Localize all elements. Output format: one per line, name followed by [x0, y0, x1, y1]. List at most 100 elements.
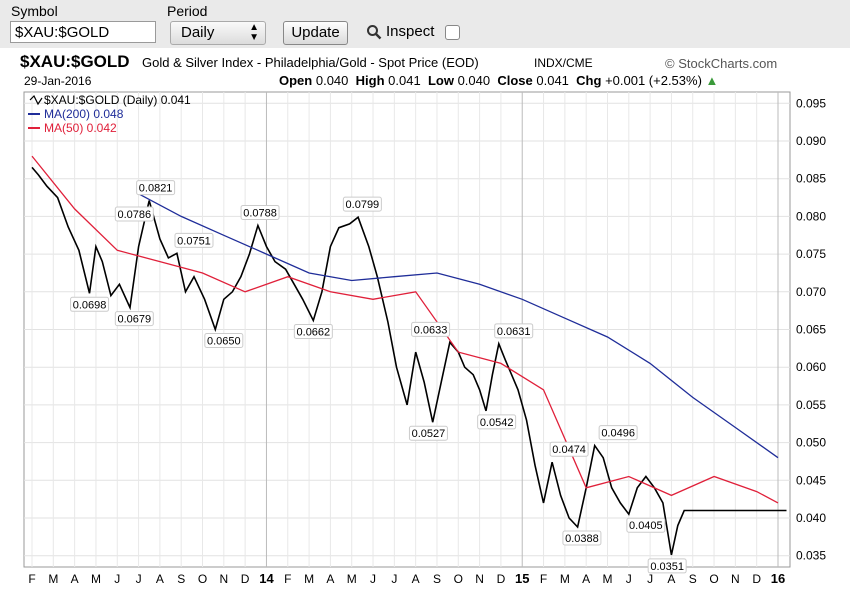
x-tick-label: 14	[259, 571, 274, 586]
toolbar: Symbol $XAU:$GOLD Period Daily ▲ ▼ Update…	[0, 0, 850, 48]
updown-arrows-icon: ▲ ▼	[249, 22, 259, 43]
x-tick-label: N	[219, 572, 228, 586]
x-tick-label: M	[347, 572, 357, 586]
annotation-label: 0.0351	[650, 561, 684, 573]
y-tick-label: 0.045	[796, 473, 826, 487]
annotation-label: 0.0698	[73, 299, 107, 311]
annotation-label: 0.0821	[139, 183, 173, 195]
ma50-line	[31, 155, 779, 504]
legend-entry: MA(50) 0.042	[44, 121, 117, 135]
chart-description: Gold & Silver Index - Philadelphia/Gold …	[142, 55, 479, 70]
y-tick-label: 0.070	[796, 285, 826, 299]
x-tick-label: M	[602, 572, 612, 586]
annotation-box	[70, 296, 110, 312]
y-tick-label: 0.050	[796, 436, 826, 450]
magnifier-icon	[366, 24, 382, 44]
x-tick-label: J	[647, 572, 653, 586]
x-tick-label: F	[28, 572, 35, 586]
annotation-label: 0.0662	[297, 326, 331, 338]
y-tick-label: 0.075	[796, 247, 826, 261]
x-tick-label: S	[689, 572, 697, 586]
x-tick-label: A	[582, 572, 590, 586]
x-tick-label: O	[198, 572, 207, 586]
x-tick-label: F	[284, 572, 291, 586]
x-tick-label: M	[560, 572, 570, 586]
chart-title: $XAU:$GOLD	[20, 52, 130, 71]
annotation-box	[549, 441, 589, 457]
chart-exchange: INDX/CME	[534, 56, 593, 70]
annotation-label: 0.0679	[117, 314, 151, 326]
ma200-line	[138, 193, 779, 459]
y-tick-label: 0.060	[796, 360, 826, 374]
high-label: High	[355, 73, 385, 88]
x-tick-label: D	[241, 572, 250, 586]
inspect-checkbox[interactable]	[445, 25, 460, 40]
x-tick-label: J	[114, 572, 120, 586]
x-tick-label: A	[326, 572, 334, 586]
open-value: 0.040	[315, 73, 349, 88]
annotation-box	[204, 333, 244, 348]
stockcharts-logo: © StockCharts.com	[665, 56, 778, 71]
low-label: Low	[427, 73, 454, 88]
annotation-label: 0.0751	[177, 235, 211, 247]
annotation-box	[114, 206, 154, 222]
annotation-box	[411, 321, 451, 337]
annotation-label: 0.0527	[412, 428, 446, 440]
legend-price-icon	[29, 94, 43, 106]
annotation-box	[647, 558, 687, 574]
annotation-box	[494, 323, 534, 339]
legend-entry: $XAU:$GOLD (Daily) 0.041	[44, 93, 191, 107]
annotation-label: 0.0650	[207, 336, 241, 348]
annotation-box	[626, 517, 666, 533]
period-select-value: Daily	[181, 24, 215, 41]
y-tick-label: 0.055	[796, 398, 826, 412]
open-label: Open	[279, 73, 313, 88]
annotation-box	[598, 425, 638, 441]
inspect-label: Inspect	[386, 23, 435, 40]
x-tick-label: O	[454, 572, 463, 586]
x-tick-label: A	[71, 572, 79, 586]
x-tick-label: 15	[515, 571, 529, 586]
chg-label: Chg	[576, 73, 602, 88]
annotation-label: 0.0631	[497, 326, 531, 338]
annotation-label: 0.0496	[601, 428, 635, 440]
annotation-box	[408, 425, 448, 441]
y-tick-label: 0.080	[796, 209, 826, 223]
y-tick-label: 0.040	[796, 511, 826, 525]
symbol-label: Symbol	[11, 3, 58, 19]
x-tick-label: J	[370, 572, 376, 586]
ohlc-readout: Open 0.040 High 0.041 Low 0.040 Close 0.…	[279, 73, 718, 88]
period-label: Period	[167, 3, 208, 19]
close-label: Close	[497, 73, 533, 88]
annotation-label: 0.0786	[117, 209, 151, 221]
annotation-box	[562, 530, 602, 546]
update-button[interactable]: Update	[283, 21, 348, 45]
annotation-box	[477, 414, 517, 430]
annotation-label: 0.0542	[480, 417, 514, 429]
x-tick-label: A	[412, 572, 420, 586]
x-tick-label: N	[731, 572, 740, 586]
period-select[interactable]: Daily ▲ ▼	[170, 21, 266, 45]
x-tick-label: M	[304, 572, 314, 586]
annotation-box	[293, 323, 333, 339]
annotation-label: 0.0788	[243, 207, 277, 219]
annotation-label: 0.0474	[552, 444, 586, 456]
annotation-label: 0.0633	[414, 324, 448, 336]
symbol-input[interactable]: $XAU:$GOLD	[10, 21, 156, 43]
x-tick-label: N	[475, 572, 484, 586]
annotation-label: 0.0799	[346, 199, 380, 211]
x-tick-label: D	[752, 572, 761, 586]
annotation-box	[174, 232, 214, 248]
x-tick-label: F	[540, 572, 547, 586]
annotation-box	[136, 180, 176, 196]
x-tick-label: J	[136, 572, 142, 586]
annotation-box	[240, 204, 280, 220]
annotation-label: 0.0405	[629, 520, 663, 532]
close-value: 0.041	[536, 73, 569, 88]
annotation-box	[114, 311, 154, 327]
high-value: 0.041	[388, 73, 421, 88]
y-tick-label: 0.035	[796, 549, 826, 563]
x-tick-label: D	[497, 572, 506, 586]
x-tick-label: A	[156, 572, 164, 586]
